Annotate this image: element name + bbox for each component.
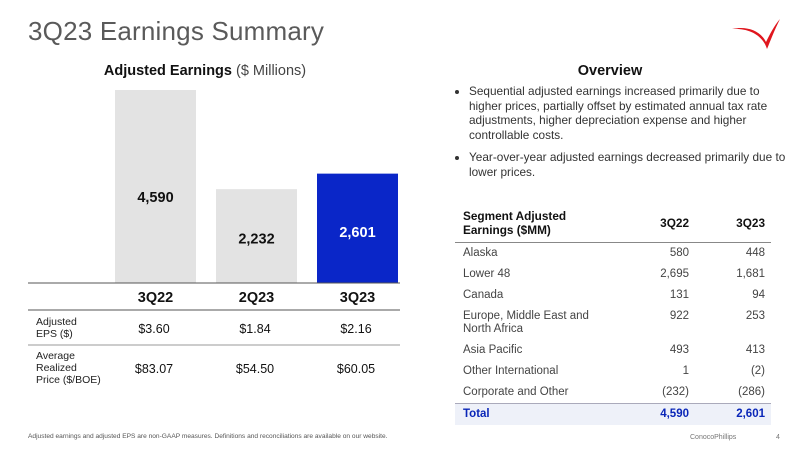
- bar-2q23: [216, 189, 297, 283]
- segment-3q22: 1: [682, 365, 689, 377]
- segment-3q23: 253: [745, 310, 765, 322]
- chart-title: Adjusted Earnings ($ Millions): [20, 63, 390, 79]
- table-row: Other International 1 (2): [455, 361, 771, 382]
- bars-group: 4,590 2,232 2,601: [115, 90, 398, 283]
- total-3q23: 2,601: [695, 403, 771, 425]
- chart-title-unit: ($ Millions): [236, 63, 307, 79]
- segment-name: Asia Pacific: [463, 344, 523, 356]
- adjusted-earnings-chart: 4,590 2,232 2,601 3Q22 2Q23 3Q23: [28, 90, 400, 346]
- total-row: Total 4,590 2,601: [455, 403, 771, 425]
- table-row: Alaska 580 448: [455, 243, 771, 265]
- category-labels: 3Q22 2Q23 3Q23: [138, 290, 375, 306]
- bar-value-label: 2,232: [238, 232, 274, 248]
- table-row: Europe, Middle East and North Africa 922…: [455, 306, 771, 340]
- chart-title-main: Adjusted Earnings: [103, 63, 232, 79]
- table-row: Corporate and Other (232) (286): [455, 382, 771, 404]
- eps-row-label: Adjusted EPS ($): [36, 316, 77, 340]
- eps-2q23: $1.84: [239, 322, 271, 336]
- total-3q22: 4,590: [619, 403, 695, 425]
- segment-name: Canada: [463, 289, 504, 301]
- table-row: Canada 131 94: [455, 285, 771, 306]
- price-3q22: $83.07: [134, 362, 174, 376]
- segment-column-header: Segment Adjusted Earnings ($MM): [455, 205, 619, 243]
- segment-name: Lower 48: [463, 268, 511, 280]
- segment-name: Corporate and Other: [463, 386, 569, 398]
- bar-value-label: 4,590: [137, 190, 173, 206]
- segment-3q23: 1,681: [736, 268, 765, 280]
- price-row-label: Average Realized Price ($/BOE): [36, 350, 101, 386]
- overview-bullet: Sequential adjusted earnings increased p…: [469, 84, 789, 142]
- segment-name: Europe, Middle East and North Africa: [463, 310, 589, 335]
- segment-3q22: 922: [669, 310, 689, 322]
- segment-3q22: 131: [669, 289, 689, 301]
- category-label: 3Q22: [138, 290, 173, 306]
- table-header-row: Segment Adjusted Earnings ($MM) 3Q22 3Q2…: [455, 205, 771, 243]
- page-title: 3Q23 Earnings Summary: [28, 16, 325, 46]
- overview-title: Overview: [577, 63, 643, 79]
- page-number: 4: [776, 434, 780, 441]
- segment-3q22: (232): [662, 386, 689, 398]
- footnote: Adjusted earnings and adjusted EPS are n…: [28, 433, 388, 440]
- segment-3q22: 2,695: [660, 268, 689, 280]
- segment-3q23: 448: [745, 247, 765, 259]
- segment-name: Alaska: [463, 247, 498, 259]
- company-logo: [732, 19, 780, 49]
- overview-bullet: Year-over-year adjusted earnings decreas…: [469, 150, 789, 179]
- category-label: 2Q23: [239, 290, 274, 306]
- total-label: Total: [455, 403, 619, 425]
- eps-3q22: $3.60: [138, 322, 170, 336]
- segment-3q23: (2): [750, 365, 765, 377]
- segment-3q22: 493: [669, 344, 689, 356]
- category-label: 3Q23: [340, 290, 375, 306]
- segment-name: Other International: [463, 365, 559, 377]
- price-3q23: $60.05: [336, 362, 376, 376]
- segment-3q23: (286): [738, 386, 765, 398]
- segment-3q23: 94: [752, 289, 765, 301]
- segment-earnings-table: Segment Adjusted Earnings ($MM) 3Q22 3Q2…: [455, 205, 771, 425]
- overview-bullets: Sequential adjusted earnings increased p…: [447, 84, 789, 187]
- table-row: Lower 48 2,695 1,681: [455, 264, 771, 285]
- price-2q23: $54.50: [235, 362, 275, 376]
- bar-3q22: [115, 90, 196, 283]
- eps-3q23: $2.16: [340, 322, 372, 336]
- logo-swoosh: [732, 19, 780, 49]
- segment-3q23: 413: [745, 344, 765, 356]
- bar-3q23: [317, 173, 398, 283]
- segment-3q22: 580: [669, 247, 689, 259]
- bar-value-label: 2,601: [339, 225, 375, 241]
- table-row: Asia Pacific 493 413: [455, 340, 771, 361]
- q23-column-header: 3Q23: [695, 205, 771, 243]
- company-name: ConocoPhillips: [690, 434, 737, 441]
- q22-column-header: 3Q22: [619, 205, 695, 243]
